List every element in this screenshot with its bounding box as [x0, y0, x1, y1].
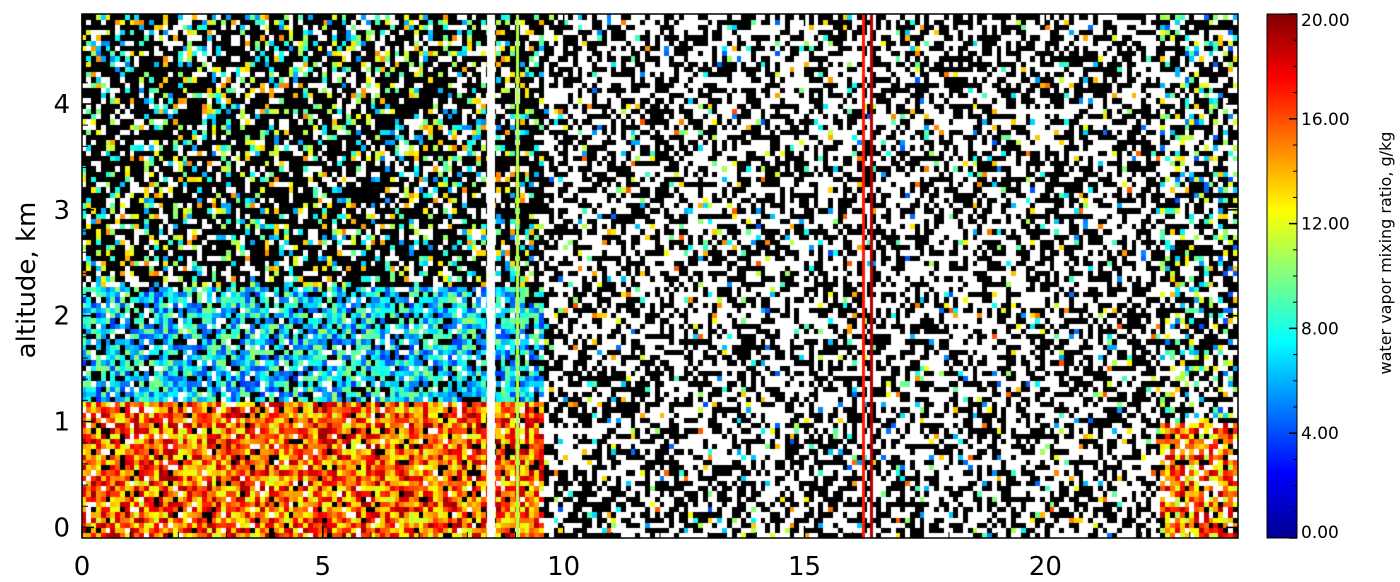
y-axis: 0 1 2 3 4	[53, 39, 1238, 543]
x-axis: 0 5 10 15 20	[74, 14, 1239, 582]
y-tick-label: 0	[53, 513, 70, 543]
x-tick-label: 20	[1029, 552, 1062, 582]
colorbar-gradient	[1266, 13, 1298, 539]
y-axis-title: altitude, km	[12, 202, 42, 359]
x-tick-label: 10	[547, 552, 580, 582]
x-tick-label: 5	[315, 552, 332, 582]
x-tick-label: 15	[788, 552, 821, 582]
colorbar-tick-label: 12.00	[1301, 215, 1350, 235]
colorbar-tick-label: 8.00	[1301, 319, 1339, 339]
y-tick-label: 1	[53, 408, 70, 438]
colorbar-tick-label: 20.00	[1301, 11, 1350, 31]
y-tick-label: 3	[53, 196, 70, 226]
y-tick-label: 2	[53, 302, 70, 332]
colorbar-title: water vapor mixing ratio, g/kg	[1376, 132, 1395, 375]
heatmap-plot-area	[82, 14, 1238, 538]
colorbar-tick-label: 0.00	[1301, 523, 1339, 543]
colorbar: 0.00 4.00 8.00 12.00 16.00 20.00 water vapor …	[1266, 11, 1395, 543]
colorbar-tick-label: 4.00	[1301, 424, 1339, 444]
colorbar-ticks: 0.00 4.00 8.00 12.00 16.00 20.00	[1289, 11, 1350, 543]
y-tick-label: 4	[53, 90, 70, 120]
colorbar-tick-label: 16.00	[1301, 110, 1350, 130]
x-tick-label: 0	[74, 552, 91, 582]
heatmap-image	[82, 14, 1238, 538]
